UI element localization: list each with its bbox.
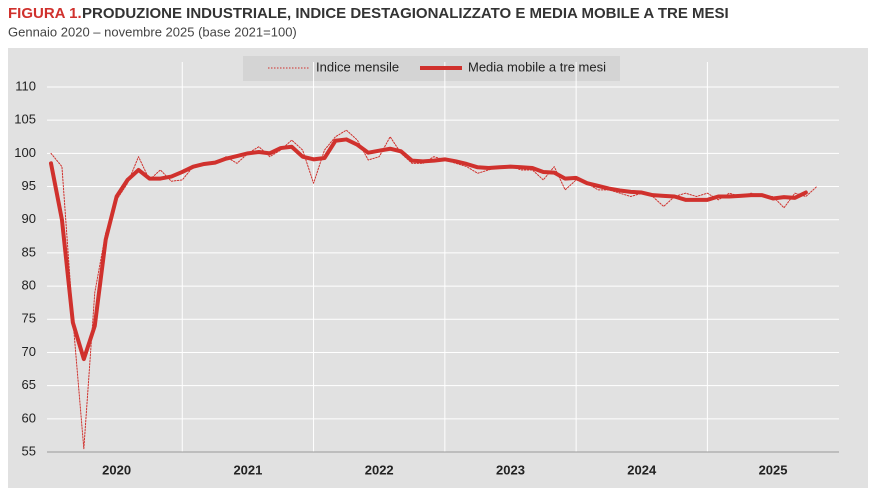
y-tick-label: 75: [22, 311, 36, 326]
y-tick-label: 90: [22, 211, 36, 226]
y-tick-label: 55: [22, 443, 36, 458]
moving-average-line: [49, 137, 808, 362]
monthly-line: [50, 129, 818, 450]
y-tick-label: 70: [22, 344, 36, 359]
y-tick-label: 65: [22, 377, 36, 392]
y-tick-label: 105: [14, 112, 36, 127]
legend-label: Media mobile a tre mesi: [468, 59, 606, 74]
y-tick-label: 85: [22, 244, 36, 259]
figure-label: FIGURA 1.: [8, 5, 82, 22]
y-tick-label: 80: [22, 278, 36, 293]
plot-panel: [8, 48, 868, 488]
x-tick-label: 2025: [759, 462, 788, 477]
x-tick-label: 2020: [102, 462, 131, 477]
y-tick-label: 95: [22, 178, 36, 193]
chart-subtitle: Gennaio 2020 – novembre 2025 (base 2021=…: [8, 24, 297, 39]
x-tick-label: 2024: [627, 462, 657, 477]
chart-title: PRODUZIONE INDUSTRIALE, INDICE DESTAGION…: [82, 5, 729, 22]
x-tick-label: 2021: [233, 462, 262, 477]
y-tick-label: 110: [15, 78, 36, 93]
legend-label: Indice mensile: [316, 59, 399, 74]
x-tick-label: 2022: [365, 462, 394, 477]
x-tick-label: 2023: [496, 462, 525, 477]
y-tick-label: 100: [14, 145, 36, 160]
y-tick-label: 60: [22, 410, 36, 425]
